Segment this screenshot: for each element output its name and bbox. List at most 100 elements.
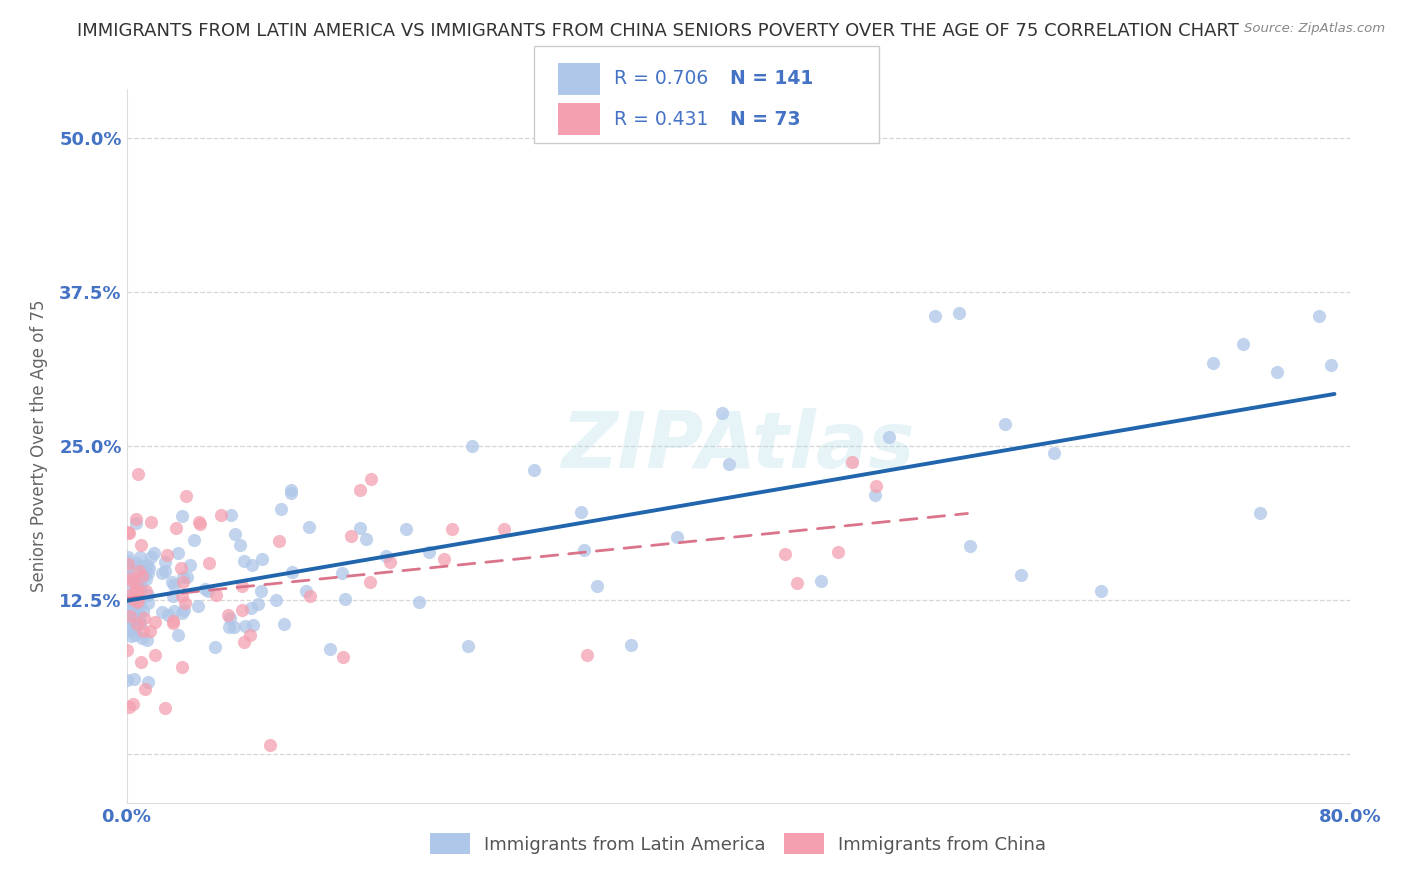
Point — [125, 620, 148, 634]
Point — [233, 635, 256, 649]
Point — [120, 596, 142, 610]
Point — [280, 486, 302, 500]
Point — [172, 659, 194, 673]
Point — [136, 596, 159, 610]
Point — [354, 532, 377, 546]
Point — [172, 589, 194, 603]
Point — [1265, 365, 1288, 379]
Point — [172, 570, 194, 584]
Point — [218, 611, 240, 625]
Point — [128, 606, 150, 620]
Point — [122, 586, 145, 600]
Point — [155, 564, 177, 578]
Point — [118, 623, 141, 637]
Point — [117, 560, 139, 574]
Point — [252, 551, 274, 566]
Point — [242, 618, 264, 632]
Point — [153, 555, 176, 569]
Point — [120, 598, 142, 612]
Point — [360, 472, 382, 486]
Point — [239, 628, 262, 642]
Point — [155, 700, 177, 714]
Point — [773, 547, 796, 561]
Point — [132, 603, 155, 617]
Point — [924, 310, 946, 324]
Point — [711, 406, 734, 420]
Point — [134, 567, 156, 582]
Point — [1249, 506, 1271, 520]
Legend: Immigrants from Latin America, Immigrants from China: Immigrants from Latin America, Immigrant… — [423, 826, 1053, 862]
Point — [117, 569, 139, 583]
Point — [117, 525, 139, 540]
Point — [273, 616, 295, 631]
Point — [120, 590, 142, 604]
Point — [121, 591, 143, 606]
Point — [124, 512, 146, 526]
Point — [218, 620, 240, 634]
Point — [124, 628, 146, 642]
Point — [120, 571, 142, 585]
Point — [194, 582, 217, 597]
Point — [170, 509, 193, 524]
Point — [136, 675, 159, 690]
Point — [295, 584, 318, 599]
Point — [183, 533, 205, 548]
Point — [162, 614, 184, 628]
Point — [139, 515, 162, 529]
Point — [863, 488, 886, 502]
Point — [440, 522, 463, 536]
Point — [205, 589, 228, 603]
Point — [120, 599, 142, 614]
Point — [142, 546, 165, 560]
Point — [122, 698, 145, 712]
Point — [408, 594, 430, 608]
Point — [665, 530, 688, 544]
Point — [115, 612, 138, 626]
Point — [129, 655, 152, 669]
Point — [333, 592, 356, 607]
Point — [1232, 337, 1254, 351]
Point — [281, 566, 304, 580]
Point — [143, 615, 166, 629]
Point — [174, 489, 197, 503]
Point — [124, 606, 146, 620]
Point — [117, 569, 139, 583]
Point — [128, 564, 150, 578]
Point — [118, 526, 141, 541]
Point — [1043, 446, 1066, 460]
Text: R = 0.706: R = 0.706 — [614, 70, 709, 88]
Point — [128, 582, 150, 596]
Point — [786, 576, 808, 591]
Point — [127, 592, 149, 607]
Point — [135, 572, 157, 586]
Point — [576, 648, 599, 662]
Point — [156, 548, 179, 562]
Point — [132, 624, 155, 638]
Point — [117, 623, 139, 637]
Text: R = 0.431: R = 0.431 — [614, 110, 709, 128]
Point — [267, 534, 290, 549]
Point — [190, 516, 212, 531]
Text: N = 73: N = 73 — [730, 110, 800, 128]
Point — [136, 588, 159, 602]
Point — [127, 584, 149, 599]
Point — [122, 589, 145, 603]
Point — [160, 575, 183, 590]
Point — [1320, 358, 1343, 372]
Text: Source: ZipAtlas.com: Source: ZipAtlas.com — [1244, 22, 1385, 36]
Point — [125, 556, 148, 570]
Point — [136, 566, 159, 580]
Point — [173, 603, 195, 617]
Point — [173, 596, 195, 610]
Point — [332, 649, 354, 664]
Point — [994, 417, 1017, 432]
Point — [124, 605, 146, 619]
Point — [163, 604, 186, 618]
Point — [224, 527, 246, 541]
Point — [128, 588, 150, 602]
Point — [135, 584, 157, 599]
Point — [162, 590, 184, 604]
Text: IMMIGRANTS FROM LATIN AMERICA VS IMMIGRANTS FROM CHINA SENIORS POVERTY OVER THE : IMMIGRANTS FROM LATIN AMERICA VS IMMIGRA… — [77, 22, 1239, 40]
Point — [127, 467, 149, 482]
Point — [115, 598, 138, 612]
